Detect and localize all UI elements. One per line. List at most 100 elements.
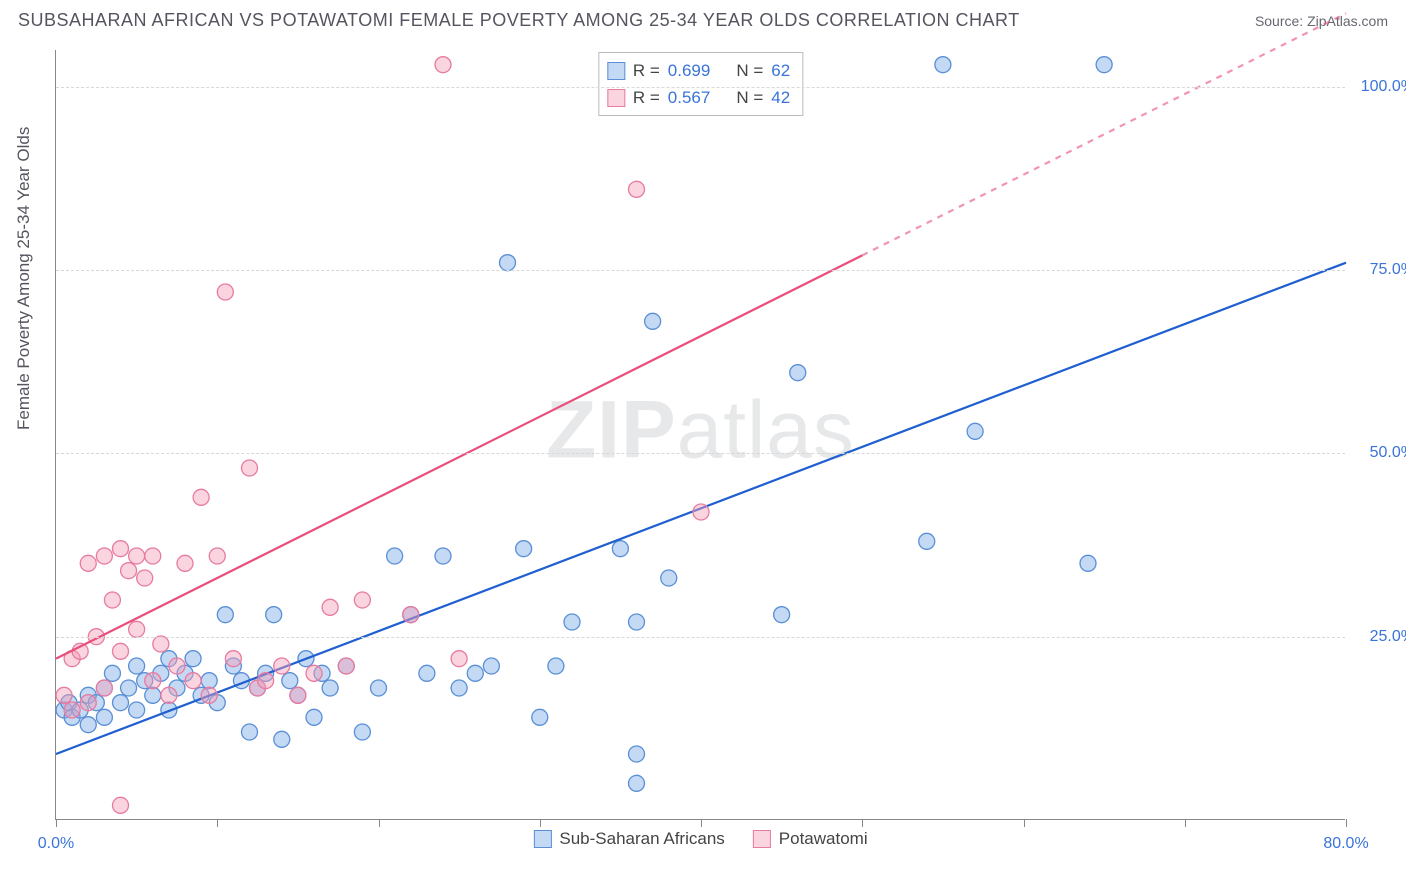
data-point bbox=[371, 680, 387, 696]
y-axis-title: Female Poverty Among 25-34 Year Olds bbox=[14, 127, 34, 430]
x-tick bbox=[217, 819, 218, 827]
data-point bbox=[185, 673, 201, 689]
y-tick-label: 100.0% bbox=[1355, 78, 1406, 96]
data-point bbox=[113, 643, 129, 659]
data-point bbox=[201, 687, 217, 703]
legend-swatch bbox=[607, 89, 625, 107]
trend-line bbox=[56, 255, 862, 658]
data-point bbox=[242, 460, 258, 476]
n-label: N = bbox=[736, 57, 763, 84]
data-point bbox=[80, 555, 96, 571]
x-tick-label: 80.0% bbox=[1323, 835, 1368, 853]
data-point bbox=[217, 284, 233, 300]
x-tick bbox=[1024, 819, 1025, 827]
data-point bbox=[290, 687, 306, 703]
data-point bbox=[96, 709, 112, 725]
data-point bbox=[338, 658, 354, 674]
data-point bbox=[193, 489, 209, 505]
grid-line-h bbox=[56, 637, 1345, 638]
data-point bbox=[80, 695, 96, 711]
data-point bbox=[129, 621, 145, 637]
bottom-legend: Sub-Saharan Africans Potawatomi bbox=[533, 829, 867, 849]
legend-swatch bbox=[607, 62, 625, 80]
plot-svg bbox=[56, 50, 1345, 819]
data-point bbox=[612, 541, 628, 557]
stats-legend: R =0.699N =62R =0.567N =42 bbox=[598, 52, 803, 116]
data-point bbox=[113, 541, 129, 557]
data-point bbox=[435, 548, 451, 564]
n-value: 62 bbox=[771, 57, 790, 84]
data-point bbox=[137, 570, 153, 586]
data-point bbox=[629, 746, 645, 762]
n-label: N = bbox=[736, 84, 763, 111]
data-point bbox=[153, 636, 169, 652]
data-point bbox=[129, 702, 145, 718]
x-tick bbox=[701, 819, 702, 827]
data-point bbox=[145, 548, 161, 564]
data-point bbox=[354, 592, 370, 608]
data-point bbox=[129, 658, 145, 674]
data-point bbox=[693, 504, 709, 520]
data-point bbox=[209, 548, 225, 564]
data-point bbox=[96, 548, 112, 564]
x-tick bbox=[56, 819, 57, 827]
legend-label: Sub-Saharan Africans bbox=[559, 829, 724, 849]
data-point bbox=[80, 717, 96, 733]
data-point bbox=[435, 57, 451, 73]
data-point bbox=[113, 797, 129, 813]
r-value: 0.699 bbox=[668, 57, 711, 84]
stats-legend-row: R =0.567N =42 bbox=[607, 84, 790, 111]
r-label: R = bbox=[633, 84, 660, 111]
data-point bbox=[645, 313, 661, 329]
data-point bbox=[790, 365, 806, 381]
stats-legend-row: R = 0.699 N = 62 bbox=[607, 57, 790, 84]
title-bar: SUBSAHARAN AFRICAN VS POTAWATOMI FEMALE … bbox=[0, 0, 1406, 39]
data-point bbox=[217, 607, 233, 623]
data-point bbox=[322, 599, 338, 615]
x-tick bbox=[1185, 819, 1186, 827]
data-point bbox=[516, 541, 532, 557]
data-point bbox=[935, 57, 951, 73]
data-point bbox=[242, 724, 258, 740]
data-point bbox=[1080, 555, 1096, 571]
data-point bbox=[483, 658, 499, 674]
data-point bbox=[161, 687, 177, 703]
data-point bbox=[451, 651, 467, 667]
data-point bbox=[258, 673, 274, 689]
data-point bbox=[201, 673, 217, 689]
legend-swatch bbox=[533, 830, 551, 848]
data-point bbox=[225, 651, 241, 667]
data-point bbox=[451, 680, 467, 696]
data-point bbox=[169, 658, 185, 674]
x-tick bbox=[862, 819, 863, 827]
legend-label: Potawatomi bbox=[779, 829, 868, 849]
data-point bbox=[387, 548, 403, 564]
r-label: R = bbox=[633, 57, 660, 84]
plot-area: ZIPatlas R =0.699N =62R =0.567N =42 Sub-… bbox=[55, 50, 1345, 820]
data-point bbox=[306, 665, 322, 681]
data-point bbox=[64, 702, 80, 718]
data-point bbox=[177, 555, 193, 571]
grid-line-h bbox=[56, 270, 1345, 271]
data-point bbox=[104, 592, 120, 608]
data-point bbox=[104, 665, 120, 681]
data-point bbox=[266, 607, 282, 623]
y-tick-label: 75.0% bbox=[1355, 261, 1406, 279]
data-point bbox=[322, 680, 338, 696]
data-point bbox=[919, 533, 935, 549]
data-point bbox=[500, 255, 516, 271]
data-point bbox=[282, 673, 298, 689]
x-tick bbox=[540, 819, 541, 827]
y-tick-label: 25.0% bbox=[1355, 628, 1406, 646]
data-point bbox=[185, 651, 201, 667]
data-point bbox=[121, 563, 137, 579]
r-value: 0.567 bbox=[668, 84, 711, 111]
legend-item: Sub-Saharan Africans bbox=[533, 829, 724, 849]
data-point bbox=[274, 658, 290, 674]
x-tick-label: 0.0% bbox=[38, 835, 74, 853]
data-point bbox=[306, 709, 322, 725]
data-point bbox=[548, 658, 564, 674]
trend-line-dashed bbox=[862, 13, 1346, 255]
y-tick-label: 50.0% bbox=[1355, 444, 1406, 462]
grid-line-h bbox=[56, 87, 1345, 88]
